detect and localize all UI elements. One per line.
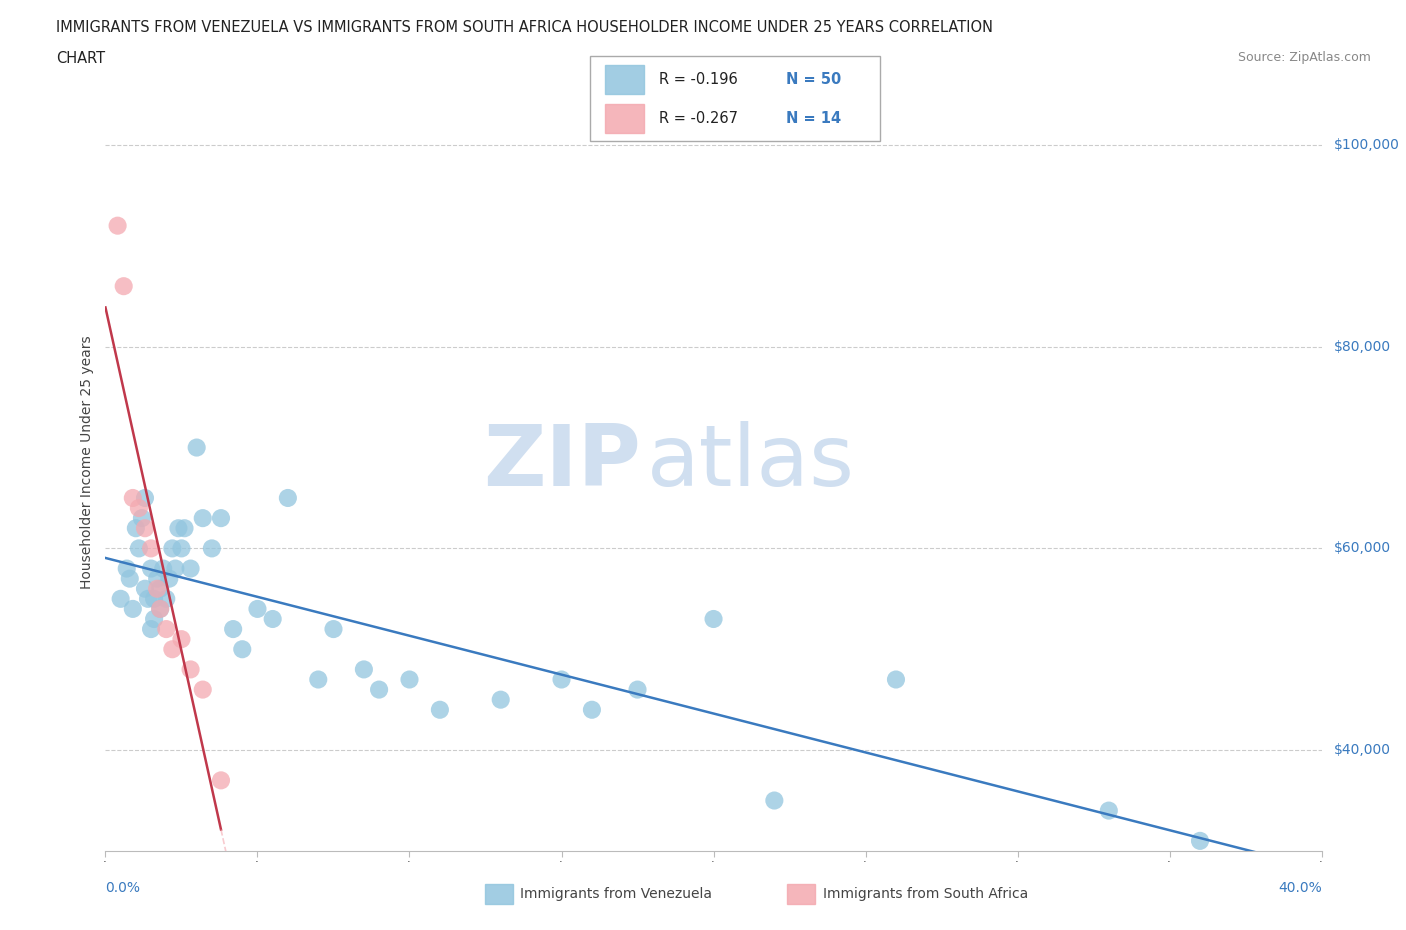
Point — [149, 581, 172, 596]
Point — [131, 511, 153, 525]
Point — [157, 571, 180, 586]
Text: Source: ZipAtlas.com: Source: ZipAtlas.com — [1237, 51, 1371, 64]
Point — [209, 511, 232, 525]
Point — [167, 521, 190, 536]
Point — [118, 571, 141, 586]
Bar — [605, 104, 644, 133]
Point — [170, 631, 193, 646]
Point — [143, 612, 166, 627]
Point — [155, 621, 177, 636]
Point — [398, 672, 420, 687]
Point — [112, 279, 135, 294]
Point — [139, 561, 162, 576]
Text: R = -0.267: R = -0.267 — [659, 111, 738, 126]
Point — [231, 642, 253, 657]
Point — [222, 621, 245, 636]
Point — [143, 591, 166, 606]
Point — [152, 561, 174, 576]
Point — [162, 642, 184, 657]
FancyBboxPatch shape — [589, 56, 880, 141]
Point — [180, 662, 202, 677]
Point — [110, 591, 132, 606]
Point — [353, 662, 375, 677]
Text: Immigrants from Venezuela: Immigrants from Venezuela — [520, 886, 713, 901]
Point — [277, 490, 299, 505]
Text: N = 50: N = 50 — [786, 72, 841, 86]
Point — [246, 602, 269, 617]
Point — [128, 500, 150, 515]
Text: 40.0%: 40.0% — [1278, 882, 1322, 896]
Point — [121, 490, 143, 505]
Point — [322, 621, 344, 636]
Text: ZIP: ZIP — [482, 421, 641, 504]
Text: CHART: CHART — [56, 51, 105, 66]
Text: $60,000: $60,000 — [1334, 541, 1391, 555]
Point — [136, 591, 159, 606]
Bar — [605, 65, 644, 94]
Point — [429, 702, 451, 717]
Text: N = 14: N = 14 — [786, 111, 841, 126]
Point — [1098, 804, 1121, 818]
Point — [115, 561, 138, 576]
Text: atlas: atlas — [647, 421, 855, 504]
Point — [489, 692, 512, 707]
Point — [884, 672, 907, 687]
Point — [180, 561, 202, 576]
Point — [134, 581, 156, 596]
Text: IMMIGRANTS FROM VENEZUELA VS IMMIGRANTS FROM SOUTH AFRICA HOUSEHOLDER INCOME UND: IMMIGRANTS FROM VENEZUELA VS IMMIGRANTS … — [56, 20, 993, 35]
Point — [763, 793, 786, 808]
Point — [173, 521, 195, 536]
Point — [191, 511, 214, 525]
Point — [134, 490, 156, 505]
Text: $40,000: $40,000 — [1334, 743, 1391, 757]
Text: R = -0.196: R = -0.196 — [659, 72, 738, 86]
Point — [128, 541, 150, 556]
Point — [155, 591, 177, 606]
Point — [125, 521, 148, 536]
Point — [149, 602, 172, 617]
Point — [139, 541, 162, 556]
Point — [121, 602, 143, 617]
Text: $80,000: $80,000 — [1334, 339, 1391, 353]
Point — [149, 602, 172, 617]
Text: Immigrants from South Africa: Immigrants from South Africa — [823, 886, 1028, 901]
Point — [209, 773, 232, 788]
Point — [1188, 833, 1211, 848]
Point — [201, 541, 224, 556]
Point — [581, 702, 603, 717]
Point — [165, 561, 187, 576]
Point — [146, 581, 169, 596]
Point — [262, 612, 284, 627]
Text: $100,000: $100,000 — [1334, 138, 1400, 152]
Point — [146, 571, 169, 586]
Point — [139, 621, 162, 636]
Point — [191, 682, 214, 697]
Point — [702, 612, 725, 627]
Point — [368, 682, 391, 697]
Point — [550, 672, 572, 687]
Text: 0.0%: 0.0% — [105, 882, 141, 896]
Point — [134, 521, 156, 536]
Point — [186, 440, 208, 455]
Point — [170, 541, 193, 556]
Point — [162, 541, 184, 556]
Point — [307, 672, 329, 687]
Point — [626, 682, 648, 697]
Y-axis label: Householder Income Under 25 years: Householder Income Under 25 years — [80, 336, 94, 590]
Point — [107, 219, 129, 233]
